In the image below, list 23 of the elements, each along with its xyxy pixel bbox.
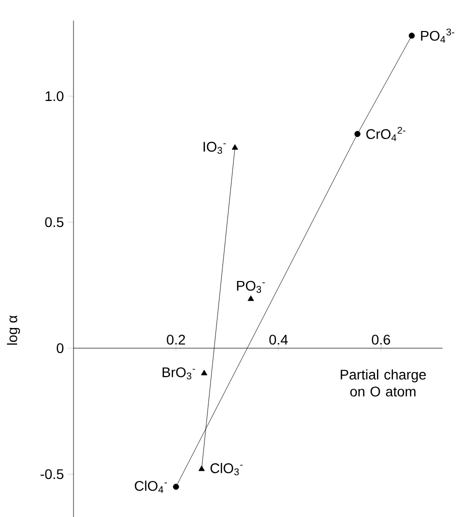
- x-axis-title: Partial charge on O atom: [340, 369, 426, 396]
- y-tick-label: 0.5: [45, 217, 64, 228]
- point: [354, 130, 360, 137]
- annotation: CrO$_{4}$2-: [366, 126, 406, 142]
- point: [172, 484, 180, 490]
- annotation: PO$_{4}$3-: [421, 28, 454, 43]
- y-tick-label: 1.0: [46, 91, 64, 102]
- y-tick-label: -0.5: [40, 469, 64, 480]
- x-tick-label: 0.4: [269, 334, 288, 345]
- x-tick-label: 0.6: [372, 334, 390, 345]
- point: [248, 295, 254, 301]
- annotation: ClO$_{3}$-: [210, 462, 243, 476]
- annotation: PO$_{3}$-: [237, 280, 265, 293]
- annotation: IO$_{3}$-: [204, 142, 226, 154]
- annotation: BrO$_{3}$-: [162, 367, 196, 380]
- y-tick-label: 0: [56, 343, 64, 354]
- point: [232, 144, 238, 150]
- point: [408, 32, 415, 39]
- x-tick-label: 0.2: [166, 334, 185, 345]
- y-axis-title: log α: [6, 315, 20, 345]
- point: [201, 370, 208, 376]
- annotation: ClO$_{4}$-: [134, 480, 167, 493]
- point: [198, 466, 205, 472]
